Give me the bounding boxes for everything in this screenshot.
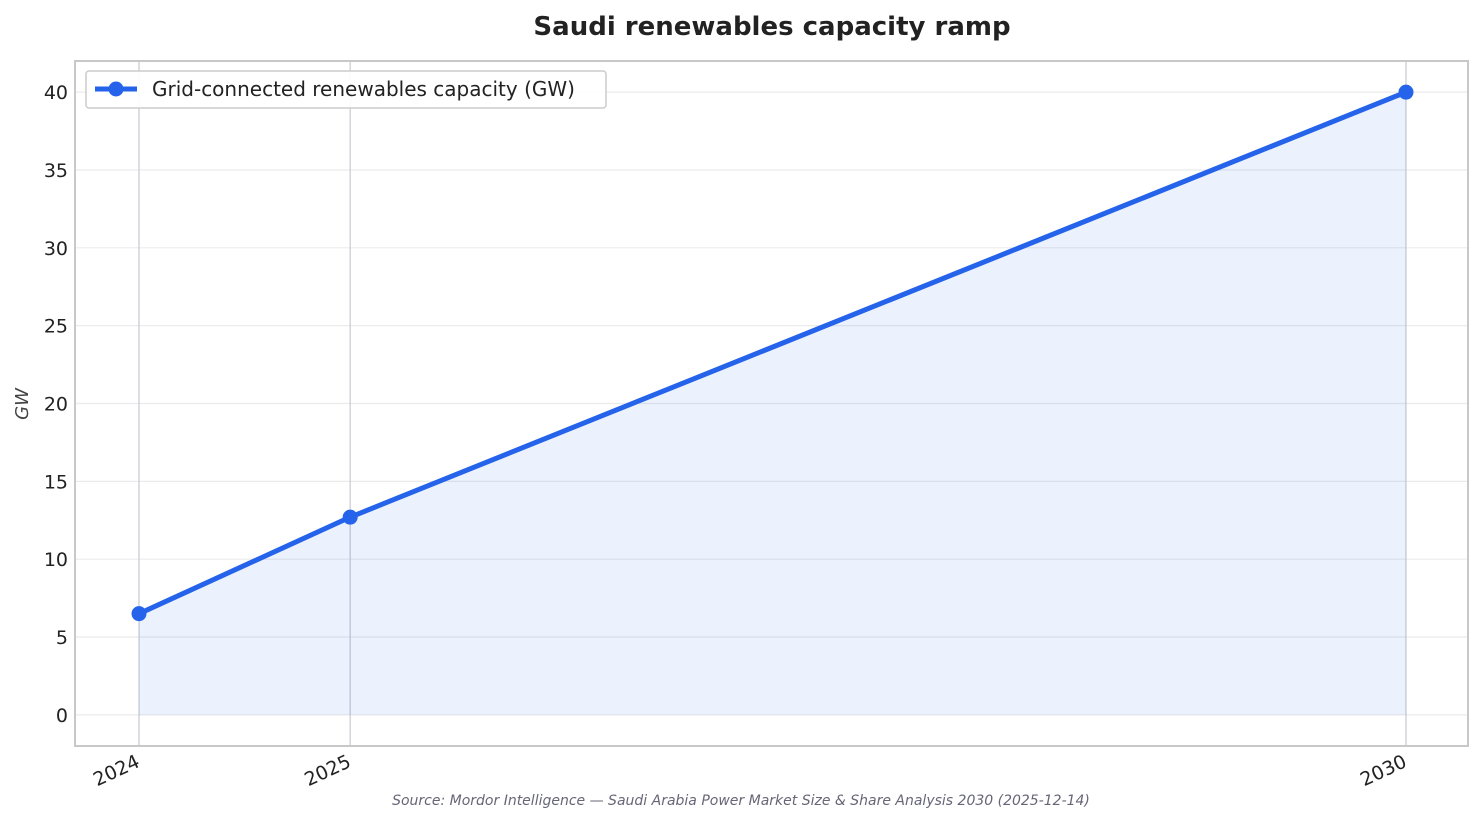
y-tick-label: 10 [44, 549, 68, 571]
chart-title: Saudi renewables capacity ramp [533, 12, 1010, 42]
data-point [342, 509, 358, 525]
source-note: Source: Mordor Intelligence — Saudi Arab… [392, 793, 1090, 809]
y-tick-label: 5 [56, 627, 68, 649]
y-tick-label: 30 [44, 238, 68, 260]
y-tick-label: 15 [44, 471, 68, 493]
x-tick-label: 2025 [301, 751, 354, 791]
legend-marker-swatch [108, 81, 124, 97]
y-tick-label: 40 [44, 82, 68, 104]
y-tick-label: 20 [44, 394, 68, 416]
x-tick-label: 2024 [90, 751, 143, 791]
y-tick-label: 25 [44, 316, 68, 338]
series-area [139, 92, 1406, 715]
plot-frame [74, 60, 1469, 747]
data-point [131, 606, 147, 622]
x-tick-label: 2030 [1357, 751, 1410, 791]
legend: Grid-connected renewables capacity (GW) [85, 70, 607, 109]
y-tick-label: 0 [56, 705, 68, 727]
y-tick-label: 35 [44, 160, 68, 182]
data-point [1398, 84, 1414, 100]
legend-label: Grid-connected renewables capacity (GW) [152, 77, 575, 101]
legend-box [85, 70, 607, 109]
y-axis-label: GW [12, 387, 33, 420]
